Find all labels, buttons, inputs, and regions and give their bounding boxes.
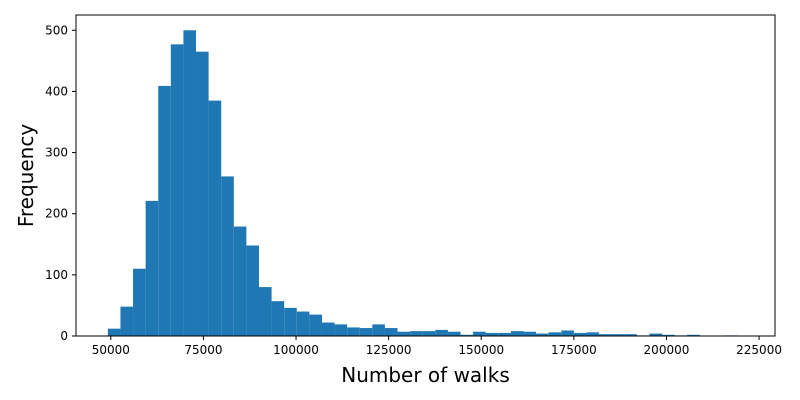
histogram-bar [649, 333, 663, 336]
x-axis-label: Number of walks [341, 363, 510, 387]
y-tick-label: 0 [60, 329, 68, 343]
x-tick-label: 100000 [273, 343, 319, 357]
x-tick-label: 75000 [184, 343, 222, 357]
y-tick-label: 300 [45, 146, 68, 160]
x-tick-label: 175000 [551, 343, 597, 357]
histogram-bar [196, 51, 209, 336]
histogram-bar [561, 330, 574, 336]
histogram-bar [359, 328, 373, 336]
histogram-bar [498, 332, 511, 336]
x-axis-ticks: 50000 75000 100000 125000 150000 175000 200000… [92, 336, 782, 357]
histogram-bar [687, 334, 700, 336]
histogram-bar [158, 85, 171, 336]
x-tick-label: 125000 [366, 343, 412, 357]
histogram-bar [523, 331, 537, 336]
y-tick-label: 400 [45, 84, 68, 98]
histogram-bar [347, 327, 360, 336]
histogram-bar [170, 44, 184, 336]
histogram-bar [284, 307, 297, 336]
histogram-bar [271, 301, 285, 336]
histogram-bar [536, 333, 549, 336]
histogram-bar [372, 324, 385, 336]
histogram-bar [611, 334, 625, 336]
histogram-bar [233, 226, 247, 336]
histogram-bar [460, 334, 474, 336]
histogram-bar [410, 331, 423, 336]
histogram-bar [120, 306, 134, 336]
histogram-bar [107, 328, 121, 336]
y-axis-ticks: 0 100 200 300 400 500 [45, 23, 76, 343]
histogram-bar [548, 332, 562, 336]
x-tick-label: 200000 [644, 343, 690, 357]
x-tick-label: 225000 [736, 343, 782, 357]
histogram-bar [485, 332, 499, 336]
histogram-bar [384, 328, 398, 336]
histogram-bar [599, 334, 612, 336]
histogram-bar [296, 311, 310, 336]
x-tick-label: 150000 [458, 343, 504, 357]
histogram-bar [183, 30, 197, 337]
histogram-bar [258, 287, 272, 336]
histogram-bar [422, 331, 436, 336]
y-tick-label: 100 [45, 268, 68, 282]
histogram-bar [309, 314, 322, 336]
histogram-bar [510, 331, 524, 336]
histogram-bar [447, 331, 461, 336]
y-tick-label: 500 [45, 23, 68, 37]
histogram-bar [586, 332, 600, 336]
histogram-bar [145, 200, 159, 336]
histogram-bar [397, 331, 411, 336]
histogram-bar [246, 245, 259, 336]
y-tick-label: 200 [45, 207, 68, 221]
plot-frame [75, 14, 776, 337]
histogram-bar [473, 331, 486, 336]
histogram-bar [133, 268, 146, 336]
histogram-bar [435, 329, 448, 336]
y-axis-label: Frequency [14, 124, 38, 227]
x-tick-label: 50000 [92, 343, 130, 357]
histogram-bar [321, 322, 335, 336]
histogram-bar [221, 176, 234, 336]
histogram-bar [208, 100, 222, 336]
histogram-bar [662, 334, 675, 336]
histogram-bar [624, 334, 637, 336]
histogram-bar [334, 324, 348, 336]
histogram-bars [107, 30, 738, 337]
histogram-bar [573, 332, 587, 336]
